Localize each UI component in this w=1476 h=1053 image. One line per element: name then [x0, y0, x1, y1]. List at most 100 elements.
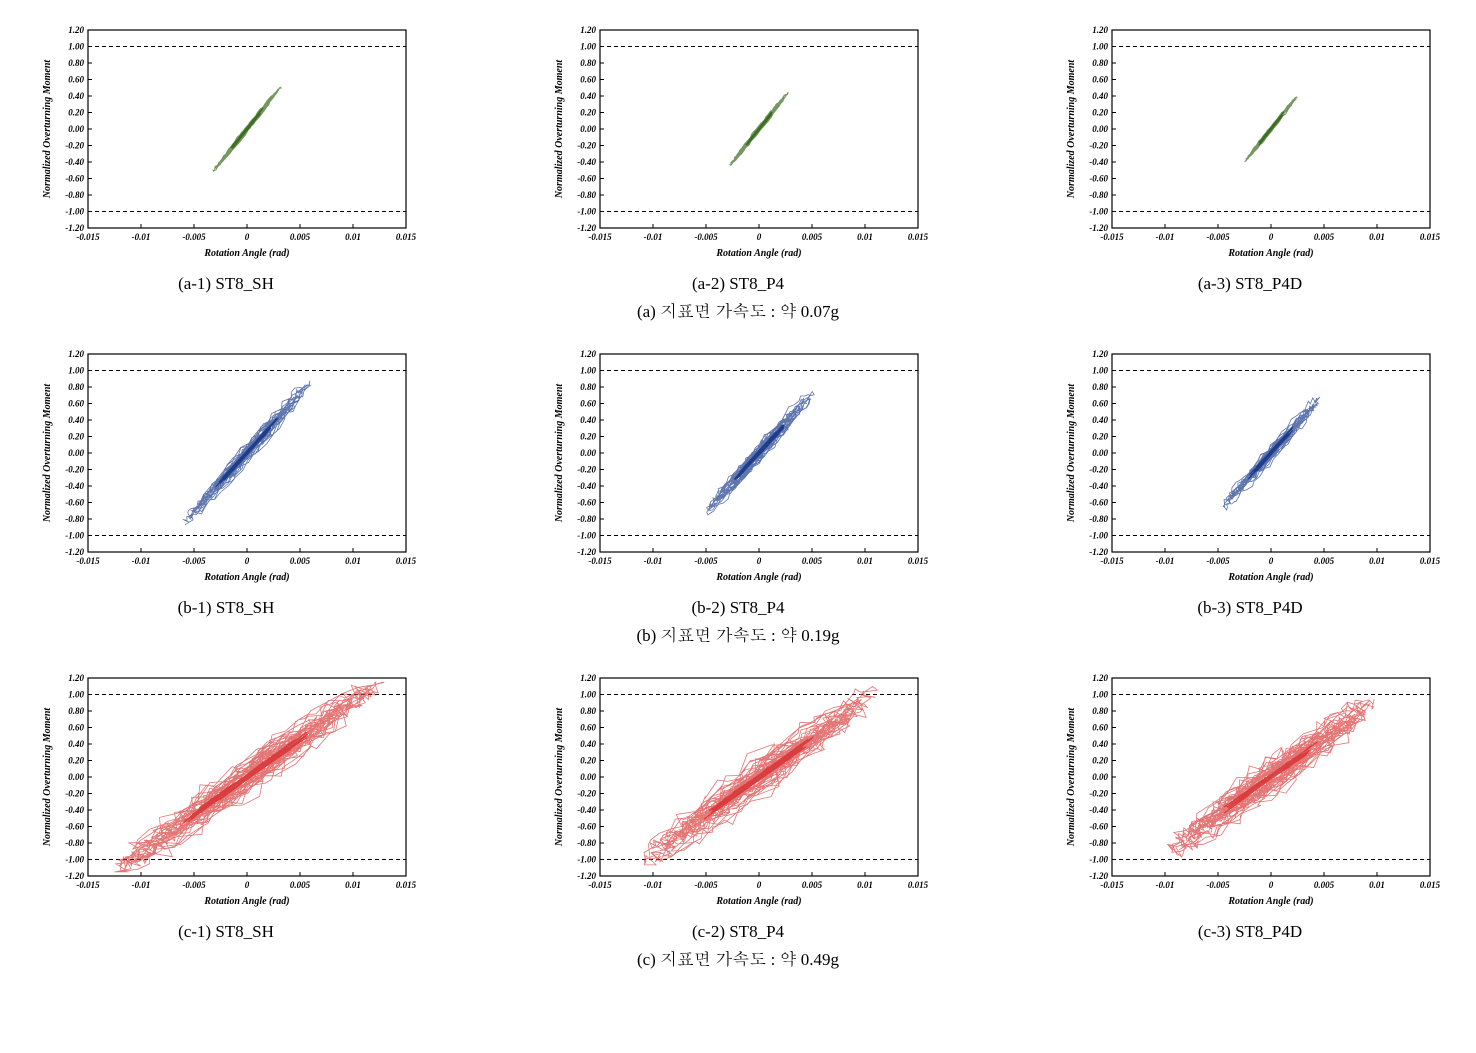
- svg-text:Rotation Angle (rad): Rotation Angle (rad): [203, 896, 289, 907]
- svg-text:0.015: 0.015: [908, 232, 928, 242]
- chart-c-1: -0.015-0.01-0.00500.0050.010.015-1.20-1.…: [36, 668, 416, 918]
- svg-text:-0.60: -0.60: [1089, 498, 1108, 508]
- svg-text:-0.005: -0.005: [182, 232, 206, 242]
- svg-text:-0.80: -0.80: [577, 838, 596, 848]
- sub-caption-a-1: (a-1) ST8_SH: [178, 274, 274, 294]
- svg-text:Normalized Overturning Moment: Normalized Overturning Moment: [1066, 383, 1077, 524]
- svg-text:0.80: 0.80: [1092, 706, 1108, 716]
- svg-text:0.20: 0.20: [68, 432, 84, 442]
- svg-text:0.01: 0.01: [345, 556, 361, 566]
- svg-text:-0.60: -0.60: [65, 174, 84, 184]
- svg-text:1.20: 1.20: [580, 349, 596, 359]
- svg-text:0.20: 0.20: [68, 756, 84, 766]
- svg-text:-0.20: -0.20: [1089, 789, 1108, 799]
- svg-text:0.01: 0.01: [857, 880, 873, 890]
- svg-text:Normalized Overturning Moment: Normalized Overturning Moment: [1066, 707, 1077, 848]
- svg-text:1.00: 1.00: [580, 42, 596, 52]
- svg-text:0.00: 0.00: [68, 448, 84, 458]
- svg-text:-0.005: -0.005: [694, 880, 718, 890]
- svg-text:0.80: 0.80: [580, 58, 596, 68]
- chart-a-3: -0.015-0.01-0.00500.0050.010.015-1.20-1.…: [1060, 20, 1440, 270]
- svg-text:0.015: 0.015: [908, 556, 928, 566]
- panel-c-3: -0.015-0.01-0.00500.0050.010.015-1.20-1.…: [1044, 668, 1456, 942]
- svg-text:Normalized Overturning Moment: Normalized Overturning Moment: [554, 707, 565, 848]
- svg-text:-1.20: -1.20: [577, 223, 596, 233]
- svg-text:0.20: 0.20: [1092, 432, 1108, 442]
- svg-text:0.01: 0.01: [1369, 232, 1385, 242]
- svg-text:0.005: 0.005: [1314, 232, 1335, 242]
- svg-text:-1.00: -1.00: [1089, 855, 1108, 865]
- svg-text:1.00: 1.00: [580, 690, 596, 700]
- svg-text:0.005: 0.005: [1314, 880, 1335, 890]
- svg-text:0.00: 0.00: [580, 124, 596, 134]
- svg-text:0.20: 0.20: [1092, 108, 1108, 118]
- svg-text:0.80: 0.80: [1092, 382, 1108, 392]
- svg-text:-0.80: -0.80: [65, 190, 84, 200]
- svg-text:-0.40: -0.40: [577, 481, 596, 491]
- svg-text:0.40: 0.40: [1092, 415, 1108, 425]
- svg-text:-0.60: -0.60: [577, 174, 596, 184]
- chart-c-2: -0.015-0.01-0.00500.0050.010.015-1.20-1.…: [548, 668, 928, 918]
- svg-text:-0.40: -0.40: [577, 805, 596, 815]
- svg-text:0.00: 0.00: [1092, 448, 1108, 458]
- svg-text:1.00: 1.00: [580, 366, 596, 376]
- svg-text:-0.80: -0.80: [1089, 514, 1108, 524]
- chart-b-2: -0.015-0.01-0.00500.0050.010.015-1.20-1.…: [548, 344, 928, 594]
- chart-b-1: -0.015-0.01-0.00500.0050.010.015-1.20-1.…: [36, 344, 416, 594]
- svg-text:-0.20: -0.20: [1089, 465, 1108, 475]
- svg-text:0.00: 0.00: [1092, 772, 1108, 782]
- svg-text:0.60: 0.60: [1092, 75, 1108, 85]
- svg-text:-1.00: -1.00: [1089, 207, 1108, 217]
- svg-text:-0.20: -0.20: [1089, 141, 1108, 151]
- svg-text:0.005: 0.005: [802, 556, 823, 566]
- svg-text:-1.20: -1.20: [1089, 871, 1108, 881]
- svg-text:0.40: 0.40: [1092, 91, 1108, 101]
- svg-text:0.00: 0.00: [580, 772, 596, 782]
- svg-text:0.40: 0.40: [580, 415, 596, 425]
- svg-text:0.80: 0.80: [68, 58, 84, 68]
- svg-text:0.20: 0.20: [580, 432, 596, 442]
- svg-text:-0.015: -0.015: [588, 556, 612, 566]
- svg-text:-0.015: -0.015: [588, 232, 612, 242]
- svg-text:1.20: 1.20: [68, 673, 84, 683]
- svg-text:Rotation Angle (rad): Rotation Angle (rad): [1227, 248, 1313, 259]
- svg-text:0.015: 0.015: [908, 880, 928, 890]
- svg-text:-0.80: -0.80: [577, 514, 596, 524]
- svg-text:0.20: 0.20: [580, 108, 596, 118]
- svg-text:1.20: 1.20: [1092, 673, 1108, 683]
- panel-b-1: -0.015-0.01-0.00500.0050.010.015-1.20-1.…: [20, 344, 432, 618]
- svg-text:0.40: 0.40: [580, 91, 596, 101]
- svg-text:-0.40: -0.40: [577, 157, 596, 167]
- svg-text:-0.40: -0.40: [1089, 481, 1108, 491]
- svg-text:-0.20: -0.20: [65, 465, 84, 475]
- svg-text:0.015: 0.015: [396, 556, 416, 566]
- svg-text:-0.01: -0.01: [132, 880, 151, 890]
- sub-caption-c-2: (c-2) ST8_P4: [692, 922, 784, 942]
- svg-text:0.01: 0.01: [345, 880, 361, 890]
- svg-text:-0.80: -0.80: [577, 190, 596, 200]
- chart-a-2: -0.015-0.01-0.00500.0050.010.015-1.20-1.…: [548, 20, 928, 270]
- svg-text:-1.00: -1.00: [577, 855, 596, 865]
- svg-text:0.40: 0.40: [580, 739, 596, 749]
- svg-text:0.00: 0.00: [68, 124, 84, 134]
- svg-text:0.20: 0.20: [68, 108, 84, 118]
- svg-text:Normalized Overturning Moment: Normalized Overturning Moment: [554, 383, 565, 524]
- svg-text:0.60: 0.60: [1092, 723, 1108, 733]
- svg-text:0.20: 0.20: [1092, 756, 1108, 766]
- svg-text:0.60: 0.60: [68, 723, 84, 733]
- svg-text:0.00: 0.00: [580, 448, 596, 458]
- svg-text:-0.01: -0.01: [1156, 232, 1175, 242]
- svg-text:-0.20: -0.20: [65, 141, 84, 151]
- svg-text:0.60: 0.60: [580, 399, 596, 409]
- svg-text:-0.80: -0.80: [1089, 190, 1108, 200]
- svg-text:0: 0: [245, 232, 250, 242]
- svg-text:-1.20: -1.20: [577, 547, 596, 557]
- svg-text:0.005: 0.005: [290, 880, 311, 890]
- row-caption-b: (b) 지표면 가속도 : 약 0.19g: [20, 622, 1456, 646]
- svg-text:0.80: 0.80: [68, 382, 84, 392]
- svg-text:0: 0: [1269, 556, 1274, 566]
- svg-text:-0.005: -0.005: [182, 880, 206, 890]
- svg-text:1.20: 1.20: [580, 25, 596, 35]
- svg-text:-0.01: -0.01: [644, 232, 663, 242]
- svg-text:-1.00: -1.00: [577, 531, 596, 541]
